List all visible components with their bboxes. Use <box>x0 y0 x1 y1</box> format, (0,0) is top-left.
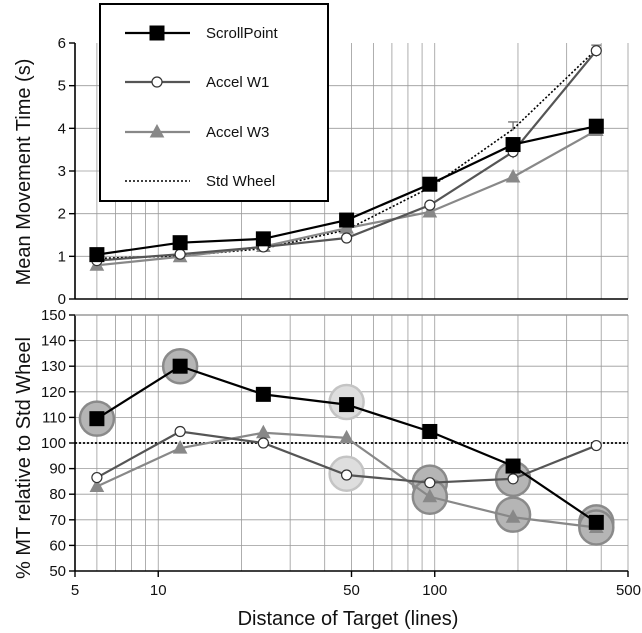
data-point-circle <box>424 477 436 489</box>
y-tick-label-top: 6 <box>58 35 66 52</box>
data-point-triangle <box>89 478 105 493</box>
data-point-triangle <box>256 424 271 439</box>
data-point-triangle <box>172 440 188 454</box>
y-tick-label-bottom: 80 <box>49 486 66 503</box>
data-point-square <box>505 458 521 474</box>
x-tick-label: 50 <box>343 582 360 599</box>
y-tick-label-bottom: 90 <box>49 461 66 478</box>
data-point-circle <box>91 471 103 484</box>
y-tick-label-bottom: 130 <box>41 358 66 375</box>
data-point-circle <box>340 469 353 481</box>
data-point-circle <box>424 199 436 211</box>
data-point-square <box>255 386 271 402</box>
data-point-triangle <box>339 429 354 444</box>
x-axis-title: Distance of Target (lines) <box>238 608 459 630</box>
data-point-square <box>172 358 188 374</box>
data-point-circle <box>174 248 186 260</box>
data-point-triangle <box>505 509 521 523</box>
y-axis-title-top: Mean Movement Time (s) <box>13 59 35 286</box>
legend: ScrollPoint Accel W1 Accel W3 Std Wheel <box>99 3 329 202</box>
data-point-circle <box>151 76 163 88</box>
x-tick-label: 5 <box>71 582 79 599</box>
x-tick-label: 500 <box>616 582 641 599</box>
y-tick-label-top: 3 <box>58 163 66 180</box>
data-point-square <box>505 137 521 153</box>
y-tick-label-bottom: 70 <box>49 512 66 529</box>
y-tick-label-top: 1 <box>58 248 66 265</box>
data-point-circle <box>590 439 602 452</box>
legend-label: Accel W1 <box>206 74 269 91</box>
legend-label: ScrollPoint <box>206 25 279 42</box>
data-point-square <box>422 423 438 439</box>
data-point-circle <box>507 473 519 485</box>
legend-label: Accel W3 <box>206 124 269 141</box>
data-point-triangle <box>505 168 521 183</box>
data-point-square <box>339 397 355 413</box>
y-tick-label-top: 0 <box>58 291 66 308</box>
legend-label: Std Wheel <box>206 173 275 190</box>
y-tick-label-top: 5 <box>58 78 66 95</box>
x-tick-label: 10 <box>150 582 167 599</box>
data-point-square <box>422 176 438 192</box>
y-tick-label-bottom: 120 <box>41 384 66 401</box>
data-point-circle <box>174 425 186 438</box>
y-tick-label-bottom: 100 <box>41 435 66 452</box>
bottom-panel-series <box>89 358 604 533</box>
y-tick-label-top: 4 <box>58 120 66 137</box>
data-point-square <box>588 514 604 530</box>
y-axis-title-bottom: % MT relative to Std Wheel <box>13 337 35 579</box>
y-tick-label-bottom: 150 <box>41 307 66 324</box>
top-panel-series <box>89 44 604 271</box>
legend-items: ScrollPoint Accel W1 Accel W3 Std Wheel <box>125 25 279 190</box>
data-point-triangle <box>149 123 165 138</box>
data-point-circle <box>257 437 269 449</box>
y-tick-label-bottom: 50 <box>49 563 66 580</box>
y-tick-label-bottom: 140 <box>41 333 66 350</box>
data-point-square <box>172 235 188 251</box>
data-point-square <box>89 411 105 427</box>
y-tick-label-bottom: 110 <box>42 409 66 426</box>
x-tick-label: 100 <box>422 582 447 599</box>
data-point-triangle <box>422 488 438 503</box>
data-point-square <box>339 212 355 228</box>
legend-box <box>99 3 329 202</box>
tick-labels: 0 1 2 3 4 5 6 50 60 70 80 90 100 110 120 130 140 150 5 10 50… <box>41 35 641 599</box>
data-point-square <box>149 25 165 41</box>
data-point-triangle <box>422 203 438 218</box>
data-point-circle <box>340 232 353 244</box>
y-tick-label-top: 2 <box>58 206 66 223</box>
data-point-square <box>89 247 105 263</box>
data-point-circle <box>590 45 602 57</box>
data-point-square <box>588 118 604 134</box>
y-tick-label-bottom: 60 <box>49 537 66 554</box>
data-point-square <box>255 231 271 247</box>
